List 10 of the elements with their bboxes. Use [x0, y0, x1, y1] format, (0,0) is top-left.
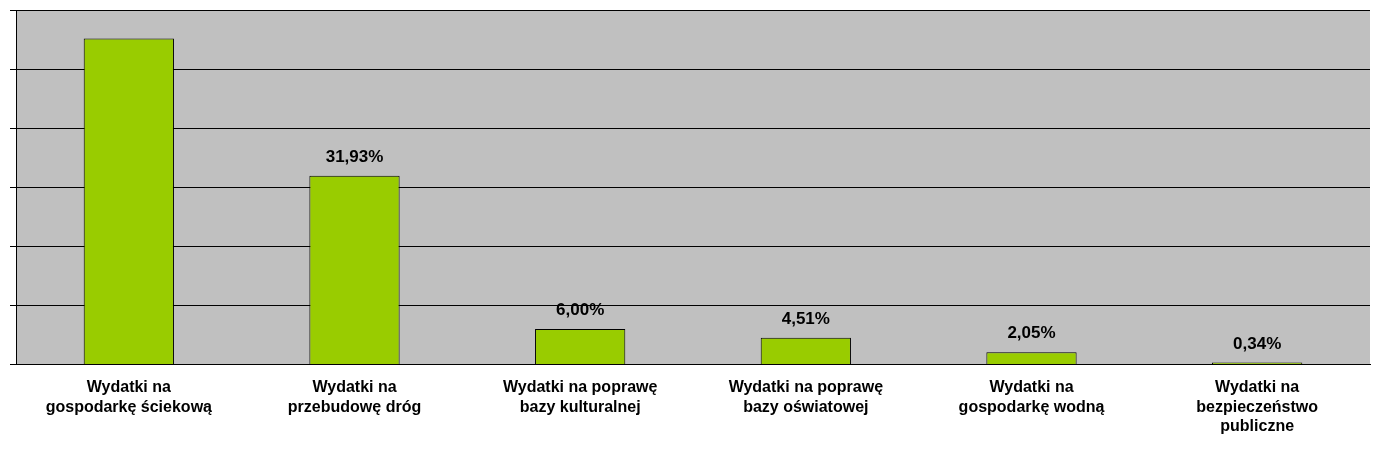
x-tick-label: Wydatki na bezpieczeństwo publiczne: [1196, 378, 1319, 434]
data-label: 0,34%: [1233, 333, 1282, 353]
x-tick-label: Wydatki na poprawę bazy kulturalnej: [502, 378, 658, 415]
x-tick-label: Wydatki na przebudowę dróg: [287, 378, 422, 415]
data-label: 2,05%: [1007, 323, 1056, 343]
data-label: 4,51%: [781, 308, 830, 328]
x-tick-label: Wydatki na poprawę bazy oświatowej: [728, 378, 884, 415]
x-tick-label: Wydatki na gospodarkę ściekową: [45, 378, 213, 415]
data-label: 31,93%: [325, 146, 384, 166]
x-tick-label: Wydatki na gospodarkę wodną: [958, 378, 1105, 415]
